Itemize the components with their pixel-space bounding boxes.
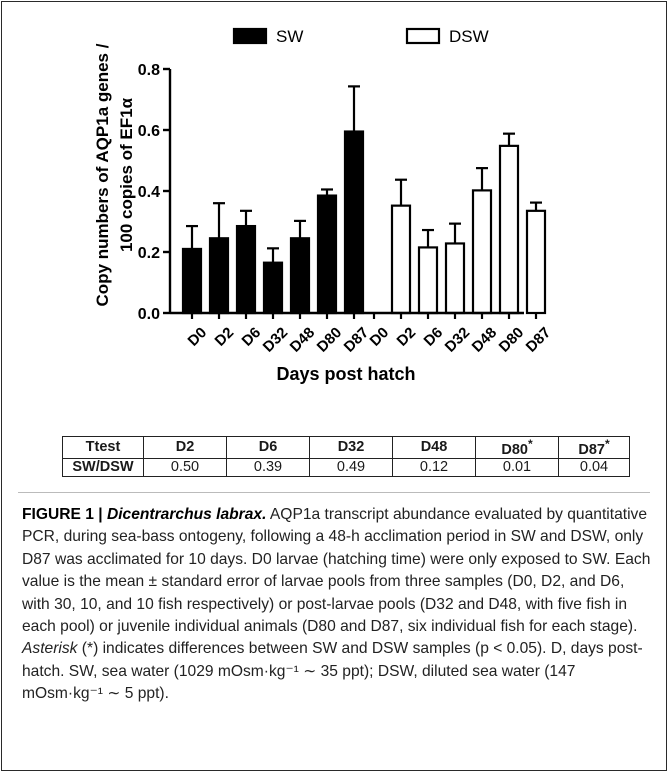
bar-sw-d80 [316, 194, 338, 315]
ttest-value-cell: 0.01 [475, 457, 559, 477]
x-tick-label: D32 [260, 324, 291, 355]
ttest-header-cell: D87* [558, 436, 630, 459]
ttest-header-cell: D32 [309, 436, 393, 459]
bar-sw-d2 [208, 237, 230, 315]
x-tick-label: D6 [239, 324, 265, 350]
caption-figure-label: FIGURE 1 | [22, 506, 107, 523]
legend-label-sw: SW [276, 27, 303, 46]
ttest-header-cell: D2 [143, 436, 227, 459]
legend-swatch-sw [232, 27, 268, 45]
x-axis-label: Days post hatch [276, 364, 415, 384]
asterisk-mark: * [604, 437, 610, 451]
bar-dsw-d2 [390, 204, 412, 315]
x-tick-label: D80 [314, 324, 345, 355]
ttest-header-cell: Ttest [62, 436, 144, 459]
x-tick-label: D32 [442, 324, 473, 355]
x-tick-label: D87 [523, 324, 554, 355]
ttest-header-cell: D6 [226, 436, 310, 459]
legend-label-dsw: DSW [449, 27, 489, 46]
bar-sw-d48 [289, 237, 311, 315]
ttest-header-cell: D48 [392, 436, 476, 459]
ttest-table: Ttest D2 D6 D32 D48 D80* D87* SW/DSW 0.5… [62, 436, 630, 477]
figure-caption: FIGURE 1 | Dicentrarchus labrax. AQP1a t… [22, 504, 652, 706]
bar-dsw-d48 [471, 189, 493, 315]
y-tick-label: 0.0 [138, 306, 160, 323]
bar-dsw-d32 [444, 242, 466, 315]
caption-text-part1: AQP1a transcript abundance evaluated by … [22, 506, 651, 636]
x-tick-label: D80 [496, 324, 527, 355]
x-tick-label: D48 [469, 324, 500, 355]
ttest-header-row: Ttest D2 D6 D32 D48 D80* D87* [62, 436, 630, 459]
ttest-row-label: SW/DSW [62, 457, 144, 477]
bar-sw-d6 [235, 224, 257, 315]
x-tick-label: D2 [394, 324, 420, 350]
asterisk-mark: * [527, 437, 533, 451]
ttest-value-cell: 0.04 [558, 457, 630, 477]
caption-asterisk-word: Asterisk [22, 640, 78, 658]
ttest-header-cell: D80* [475, 436, 559, 459]
caption-species: Dicentrarchus labrax. [106, 506, 267, 523]
y-tick-label: 0.8 [138, 62, 160, 79]
bar-dsw-d87 [525, 209, 547, 315]
ttest-value-row: SW/DSW 0.50 0.39 0.49 0.12 0.01 0.04 [62, 457, 630, 477]
x-tick-label: D2 [212, 324, 238, 350]
bar-sw-d0 [181, 247, 203, 315]
bar-sw-d87 [343, 130, 365, 315]
y-axis-label-line2: 100 copies of EF1α [117, 97, 136, 252]
x-tick-label: D6 [421, 324, 447, 350]
bar-sw-d32 [262, 261, 284, 315]
ttest-value-cell: 0.39 [226, 457, 310, 477]
legend-swatch-dsw [405, 27, 441, 45]
caption-divider [18, 492, 650, 493]
x-tick-label: D0 [367, 324, 393, 350]
ttest-value-cell: 0.12 [392, 457, 476, 477]
ttest-value-cell: 0.50 [143, 457, 227, 477]
y-tick-label: 0.4 [138, 184, 160, 201]
y-tick-label: 0.2 [138, 245, 160, 262]
caption-text-part2: (*) indicates differences between SW and… [22, 640, 643, 703]
y-tick-label: 0.6 [138, 123, 160, 140]
bar-dsw-d80 [498, 144, 520, 315]
ttest-value-cell: 0.49 [309, 457, 393, 477]
bar-dsw-d6 [417, 246, 439, 315]
y-axis-label-line1: Copy numbers of AQP1a genes / [93, 43, 112, 306]
x-tick-label: D48 [287, 324, 318, 355]
x-tick-label: D0 [185, 324, 211, 350]
